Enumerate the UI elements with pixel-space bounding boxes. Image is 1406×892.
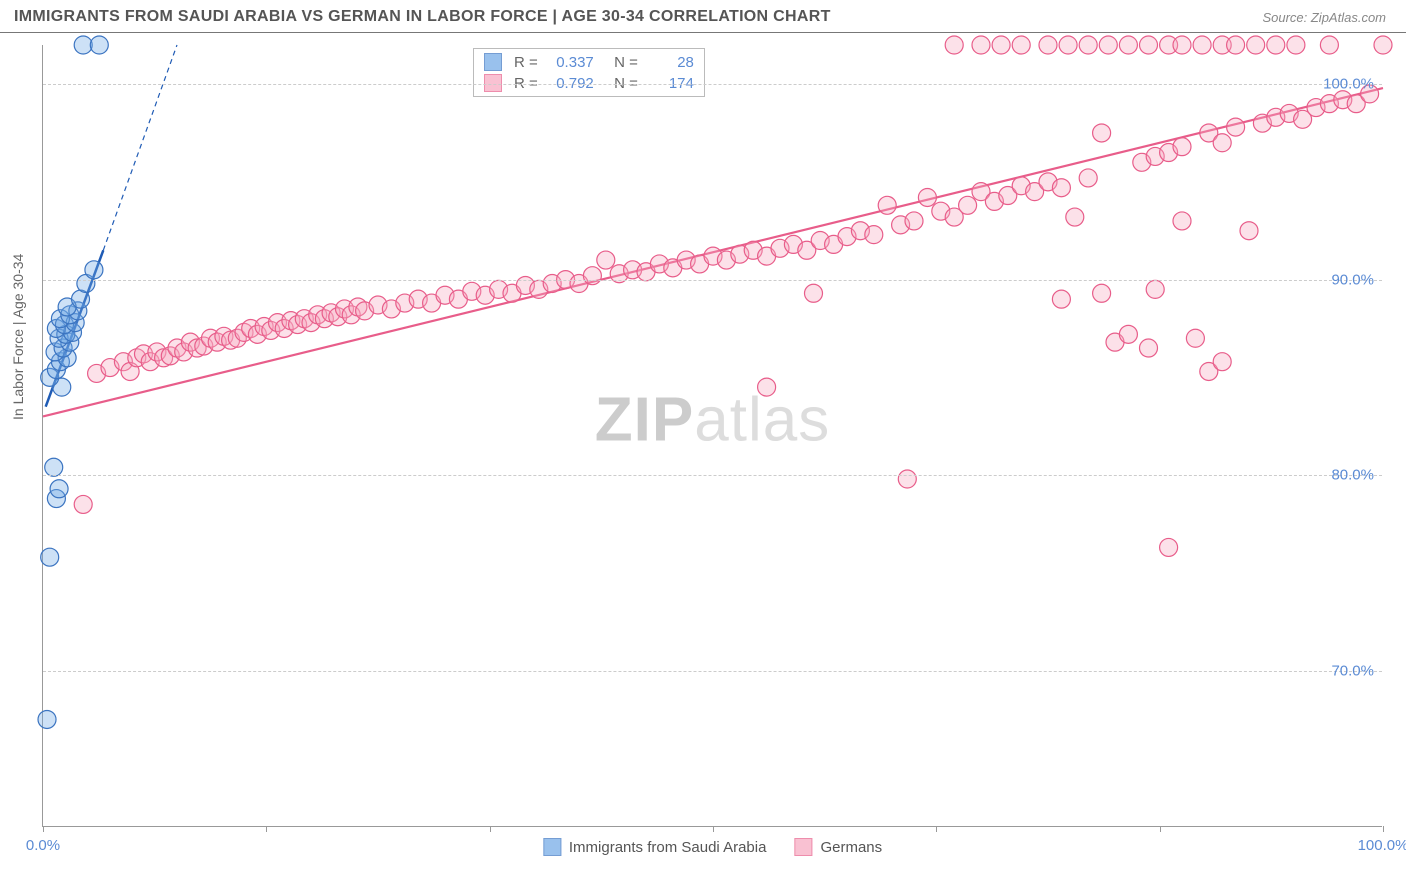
gridline — [43, 84, 1382, 85]
data-point-german — [1052, 179, 1070, 197]
xtick — [936, 826, 937, 832]
data-point-german — [1093, 284, 1111, 302]
data-point-german — [758, 378, 776, 396]
ytick-label: 100.0% — [1323, 76, 1374, 93]
data-point-german — [1119, 325, 1137, 343]
data-point-german — [1227, 36, 1245, 54]
data-point-german — [1193, 36, 1211, 54]
data-point-german — [1320, 36, 1338, 54]
data-point-german — [1093, 124, 1111, 142]
source-label: Source: ZipAtlas.com — [1262, 10, 1386, 25]
ytick-label: 80.0% — [1331, 467, 1374, 484]
data-point-saudi — [74, 36, 92, 54]
gridline — [43, 475, 1382, 476]
data-point-german — [918, 188, 936, 206]
xtick — [1383, 826, 1384, 832]
legend-row-german: R = 0.792 N = 174 — [484, 74, 694, 92]
chart-title: IMMIGRANTS FROM SAUDI ARABIA VS GERMAN I… — [14, 8, 831, 26]
data-point-german — [1039, 36, 1057, 54]
legend-label-saudi: Immigrants from Saudi Arabia — [569, 839, 767, 856]
ytick-label: 70.0% — [1331, 662, 1374, 679]
xtick — [1160, 826, 1161, 832]
swatch-german-bottom — [794, 838, 812, 856]
data-point-german — [959, 196, 977, 214]
chart-area: ZIPatlas R = 0.337 N = 28 R = 0.792 N = … — [42, 45, 1382, 827]
data-point-german — [1186, 329, 1204, 347]
r-value-german: 0.792 — [546, 75, 594, 92]
data-point-german — [1140, 339, 1158, 357]
data-point-german — [1079, 169, 1097, 187]
data-point-german — [597, 251, 615, 269]
data-point-german — [1160, 538, 1178, 556]
data-point-german — [805, 284, 823, 302]
legend-row-saudi: R = 0.337 N = 28 — [484, 53, 694, 71]
xtick — [490, 826, 491, 832]
scatter-plot — [43, 45, 1382, 826]
data-point-saudi — [38, 710, 56, 728]
data-point-german — [1146, 280, 1164, 298]
data-point-german — [1247, 36, 1265, 54]
data-point-german — [905, 212, 923, 230]
data-point-german — [992, 36, 1010, 54]
legend-item-saudi: Immigrants from Saudi Arabia — [543, 838, 767, 856]
swatch-saudi — [484, 53, 502, 71]
data-point-german — [1079, 36, 1097, 54]
n-value-saudi: 28 — [646, 54, 694, 71]
data-point-german — [583, 267, 601, 285]
data-point-german — [1213, 353, 1231, 371]
data-point-german — [1012, 36, 1030, 54]
data-point-german — [1099, 36, 1117, 54]
legend-item-german: Germans — [794, 838, 882, 856]
data-point-german — [865, 226, 883, 244]
data-point-german — [1059, 36, 1077, 54]
swatch-german — [484, 74, 502, 92]
data-point-german — [1240, 222, 1258, 240]
data-point-german — [972, 36, 990, 54]
data-point-german — [1173, 36, 1191, 54]
xtick-label: 0.0% — [26, 837, 60, 854]
trend-line-dash-saudi — [103, 45, 177, 250]
data-point-saudi — [41, 548, 59, 566]
data-point-german — [1140, 36, 1158, 54]
data-point-german — [1066, 208, 1084, 226]
xtick — [43, 826, 44, 832]
data-point-saudi — [85, 261, 103, 279]
legend-bottom: Immigrants from Saudi Arabia Germans — [543, 838, 882, 856]
data-point-german — [1213, 134, 1231, 152]
y-axis-label: In Labor Force | Age 30-34 — [10, 254, 26, 420]
gridline — [43, 671, 1382, 672]
xtick — [713, 826, 714, 832]
r-value-saudi: 0.337 — [546, 54, 594, 71]
legend-stats: R = 0.337 N = 28 R = 0.792 N = 174 — [473, 48, 705, 97]
data-point-german — [1173, 212, 1191, 230]
swatch-saudi-bottom — [543, 838, 561, 856]
legend-label-german: Germans — [820, 839, 882, 856]
data-point-german — [1052, 290, 1070, 308]
n-value-german: 174 — [646, 75, 694, 92]
xtick-label: 100.0% — [1358, 837, 1406, 854]
xtick — [266, 826, 267, 832]
data-point-german — [1173, 138, 1191, 156]
data-point-saudi — [90, 36, 108, 54]
data-point-german — [74, 495, 92, 513]
data-point-german — [1227, 118, 1245, 136]
gridline — [43, 280, 1382, 281]
data-point-saudi — [50, 480, 68, 498]
data-point-german — [878, 196, 896, 214]
data-point-german — [1374, 36, 1392, 54]
data-point-german — [1119, 36, 1137, 54]
data-point-german — [945, 36, 963, 54]
data-point-saudi — [45, 458, 63, 476]
ytick-label: 90.0% — [1331, 271, 1374, 288]
data-point-german — [898, 470, 916, 488]
data-point-german — [1287, 36, 1305, 54]
data-point-german — [1267, 36, 1285, 54]
